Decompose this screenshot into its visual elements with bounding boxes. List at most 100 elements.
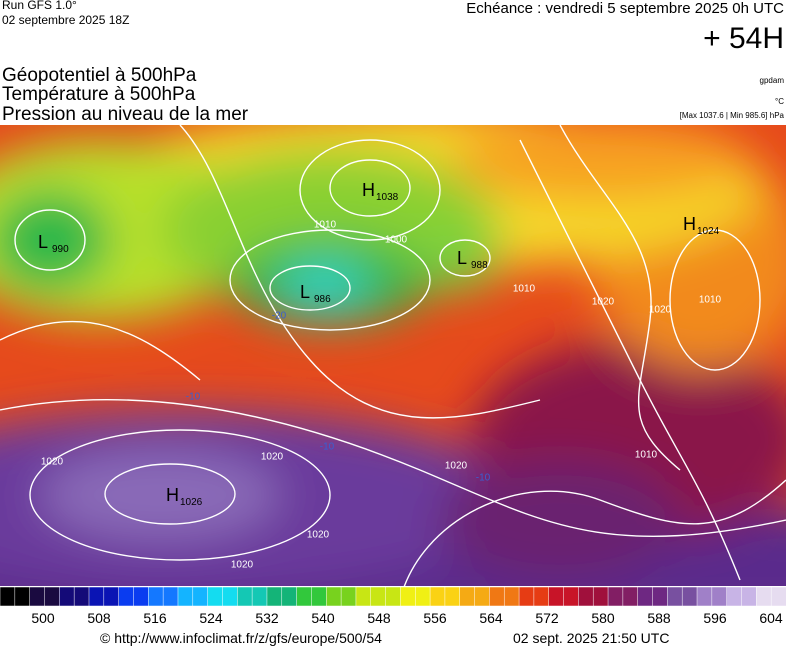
isobar-label: 1020 [307,530,330,541]
lead-time: + 54H [703,22,784,55]
run-date: 02 septembre 2025 18Z [2,13,129,27]
colorbar-swatch [563,586,580,607]
title-pressure: Pression au niveau de la mer [2,104,249,125]
temperature-label: -20 [272,311,287,322]
colorbar-label: 580 [591,610,615,626]
temperature-label: -10 [476,473,491,484]
colorbar-swatch [266,586,283,607]
center-value: 990 [52,244,69,255]
colorbar-label: 596 [703,610,727,626]
colorbar-swatch [237,586,253,607]
isobar-label: 1000 [385,235,408,246]
isobar-label: 1020 [41,457,64,468]
colorbar-swatch [696,586,713,607]
colorbar-swatch [281,586,298,607]
center-value: 1038 [376,192,399,203]
colorbar-swatch [326,586,342,607]
colorbar-label: 524 [199,610,223,626]
center-value: 986 [314,294,331,305]
colorbar-swatch [518,586,535,607]
colorbar-swatch [400,586,416,607]
colorbar-label: 572 [535,610,559,626]
colorbar-swatch [503,586,520,607]
colorbar-swatch [637,586,654,607]
isobar-label: 1020 [445,461,468,472]
colorbar-swatch [148,586,164,607]
colorbar-swatch [756,586,772,607]
title-temperature: Température à 500hPa [2,84,196,105]
center-letter: H [166,485,179,505]
title-geopotential: Géopotentiel à 500hPa [2,65,197,86]
footer-url: © http://www.infoclimat.fr/z/gfs/europe/… [100,630,382,646]
isobar-label: 1020 [261,452,284,463]
isobar-label: 1010 [635,450,658,461]
colorbar-label: 516 [143,610,167,626]
center-letter: L [38,232,48,252]
colorbar-swatch [489,586,505,607]
center-letter: L [300,282,310,302]
colorbar-swatch [133,586,150,607]
isobar-label: 1010 [513,284,536,295]
colorbar-label: 588 [647,610,671,626]
colorbar-label: 508 [87,610,111,626]
colorbar-swatch [667,586,683,607]
colorbar-swatch [459,586,476,607]
unit-pressure: [Max 1037.6 | Min 985.6] hPa [680,111,785,120]
center-value: 1026 [180,497,203,508]
contour-labels: 1010 1000 1010 1020 1020 1010 1020 1020 1020 1020… [41,220,722,571]
colorbar-swatch [177,586,194,607]
temperature-label: -10 [320,442,335,453]
center-value: 1024 [697,226,720,237]
unit-geopotential: gpdam [760,76,785,85]
colorbar-label: 532 [255,610,279,626]
colorbar-swatch [192,586,209,607]
colorbar-label: 540 [311,610,335,626]
colorbar-swatch [592,586,609,607]
colorbar-swatch [741,586,758,607]
colorbar-swatch [14,586,31,607]
colorbar-label: 548 [367,610,391,626]
colorbar: 500 508 516 524 532 540 548 556 564 572 580 588 596 6… [0,586,786,626]
colorbar-swatch [711,586,728,607]
colorbar-swatch [73,586,90,607]
colorbar-swatch [548,586,565,607]
center-letter: L [457,248,467,268]
colorbar-swatch [652,586,669,607]
colorbar-swatch [474,586,491,607]
colorbar-swatch [29,586,46,607]
colorbar-swatch [311,586,328,607]
colorbar-swatch [681,586,698,607]
colorbar-swatch [88,586,105,607]
colorbar-swatch [296,586,313,607]
colorbar-swatch [622,586,639,607]
colorbar-swatch [414,586,431,607]
colorbar-label: 500 [31,610,55,626]
colorbar-swatch [770,586,786,607]
colorbar-swatch [355,586,372,607]
colorbar-swatch [429,586,446,607]
colorbar-swatch [222,586,239,607]
center-letter: H [362,180,375,200]
colorbar-swatch [59,586,75,607]
isobar-label: 1020 [649,305,672,316]
colorbar-swatch [607,586,624,607]
colorbar-swatch [0,586,16,607]
isobar-label: 1020 [592,297,615,308]
isobar-label: 1010 [699,295,722,306]
colorbar-label: 564 [479,610,503,626]
colorbar-swatch [251,586,268,607]
echeance: Echéance : vendredi 5 septembre 2025 0h … [466,0,784,17]
unit-temperature: °C [775,97,784,106]
colorbar-swatch [162,586,179,607]
colorbar-swatch [385,586,402,607]
map [0,125,786,586]
colorbar-swatch [578,586,594,607]
isobar-label: 1010 [314,220,337,231]
colorbar-swatch [533,586,550,607]
colorbar-swatch [44,586,61,607]
colorbar-swatch [103,586,120,607]
colorbar-swatch [370,586,387,607]
colorbar-swatch [340,586,357,607]
colorbar-swatch [444,586,461,607]
